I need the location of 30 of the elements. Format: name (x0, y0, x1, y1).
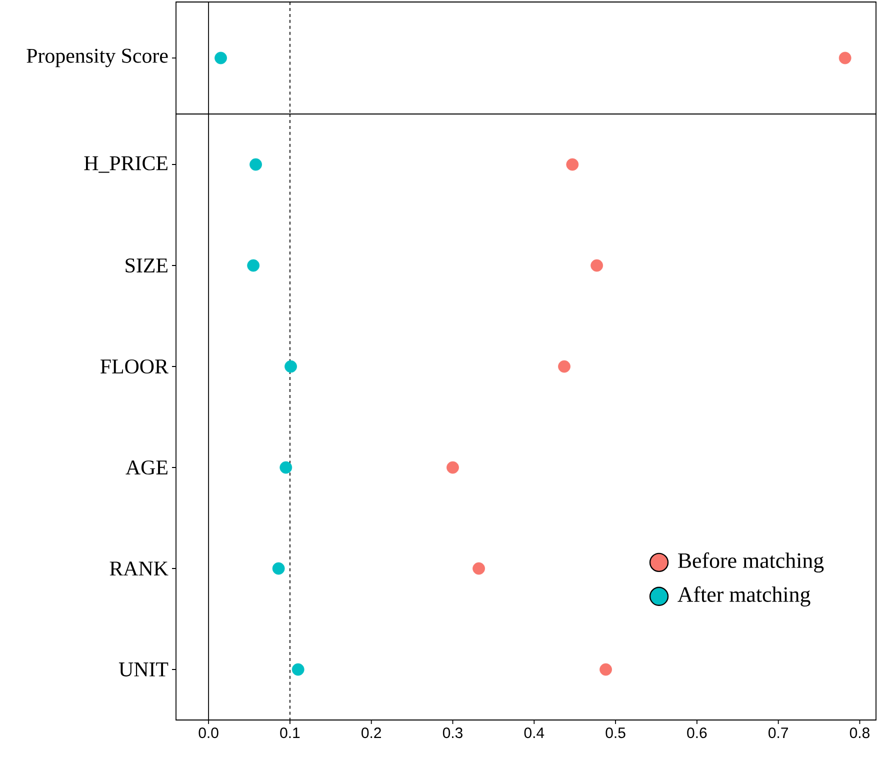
legend-label: After matching (678, 586, 810, 606)
x-tick-label: 0.2 (362, 728, 381, 738)
y-tick-label: RANK (110, 562, 168, 576)
point (247, 259, 260, 272)
x-tick-label: 0.0 (198, 728, 218, 738)
point (600, 663, 612, 676)
x-tick-label: 0.8 (850, 728, 870, 738)
point (472, 562, 485, 575)
x-tick-label: 0.6 (687, 728, 707, 738)
y-tick-label: SIZE (126, 258, 168, 273)
point (558, 360, 570, 373)
y-tick-label: AGE (126, 460, 168, 475)
x-tick-label: 0.7 (768, 728, 788, 738)
point (280, 461, 292, 474)
point (272, 562, 285, 575)
point (566, 158, 579, 171)
point (590, 259, 604, 272)
point (292, 663, 304, 676)
x-tick-label: 0.5 (606, 728, 626, 738)
y-tick-label: H_PRICE (84, 156, 168, 173)
y-tick-label: Propensity Score (26, 48, 168, 68)
x-tick-label: 0.1 (280, 728, 300, 738)
legend-label: Before matching (678, 552, 824, 573)
x-tick-label: 0.3 (442, 728, 462, 738)
point (284, 360, 297, 373)
point (250, 158, 262, 171)
y-tick-label: UNIT (118, 662, 168, 676)
x-tick-label: 0.4 (524, 728, 544, 738)
point (446, 461, 459, 474)
y-tick-label: FLOOR (100, 359, 168, 374)
